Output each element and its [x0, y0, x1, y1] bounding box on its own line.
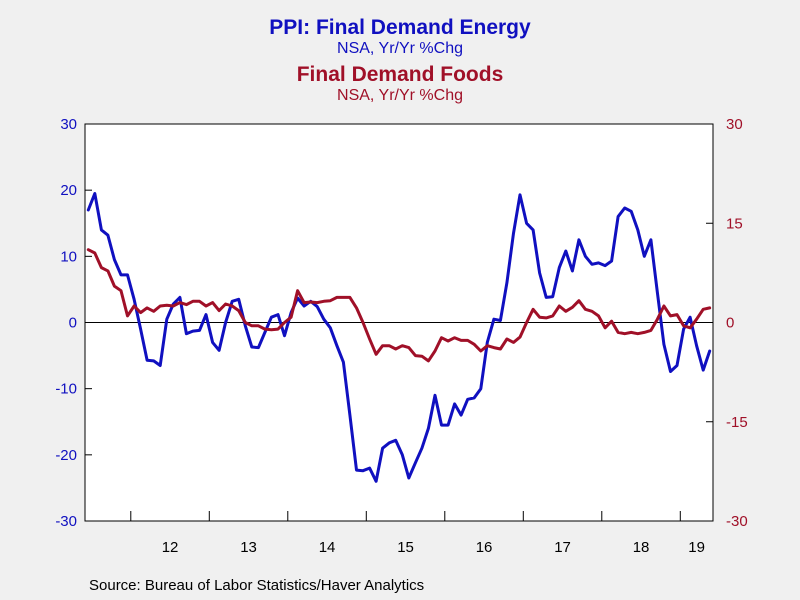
- right-axis-tick-label: 30: [726, 116, 743, 133]
- left-axis-tick-label: -10: [55, 381, 77, 398]
- x-axis-tick-label: 15: [397, 539, 414, 556]
- right-axis-tick-label: -30: [726, 513, 748, 530]
- left-axis-tick-label: 10: [60, 248, 77, 265]
- right-axis-tick-label: 0: [726, 315, 734, 332]
- left-axis-tick-label: -20: [55, 447, 77, 464]
- primary-subtitle: NSA, Yr/Yr %Chg: [337, 40, 463, 57]
- x-axis-tick-label: 19: [688, 539, 705, 556]
- right-axis-tick-label: 15: [726, 215, 743, 232]
- x-axis-tick-label: 16: [476, 539, 493, 556]
- right-axis-tick-label: -15: [726, 414, 748, 431]
- secondary-title: Final Demand Foods: [296, 63, 504, 86]
- x-axis-tick-label: 17: [554, 539, 571, 556]
- x-axis-tick-label: 12: [162, 539, 179, 556]
- left-axis-tick-label: -30: [55, 513, 77, 530]
- energy-series-line: [86, 192, 712, 483]
- source-note: Source: Bureau of Labor Statistics/Haver…: [89, 577, 425, 594]
- left-axis-tick-label: 30: [60, 116, 77, 133]
- primary-title: PPI: Final Demand Energy: [269, 16, 531, 39]
- secondary-subtitle: NSA, Yr/Yr %Chg: [337, 87, 463, 104]
- left-axis-tick-label: 20: [60, 182, 77, 199]
- left-axis-tick-label: 0: [69, 315, 77, 332]
- x-axis-tick-label: 14: [319, 539, 336, 556]
- x-axis-tick-label: 18: [633, 539, 650, 556]
- foods-series-line: [86, 248, 712, 363]
- x-axis-tick-label: 13: [240, 539, 257, 556]
